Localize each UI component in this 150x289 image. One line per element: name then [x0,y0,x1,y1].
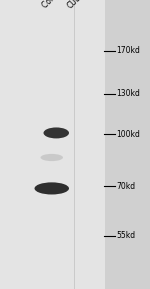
Text: 100kd: 100kd [116,130,140,139]
FancyBboxPatch shape [0,0,105,289]
Text: 70kd: 70kd [116,182,135,191]
Ellipse shape [44,127,69,138]
Text: 130kd: 130kd [116,89,140,99]
Text: Control IgG: Control IgG [40,0,77,10]
Ellipse shape [40,154,63,161]
Text: 55kd: 55kd [116,231,135,240]
Text: CUL4A: CUL4A [66,0,90,10]
Text: 170kd: 170kd [116,46,140,55]
Ellipse shape [34,182,69,194]
